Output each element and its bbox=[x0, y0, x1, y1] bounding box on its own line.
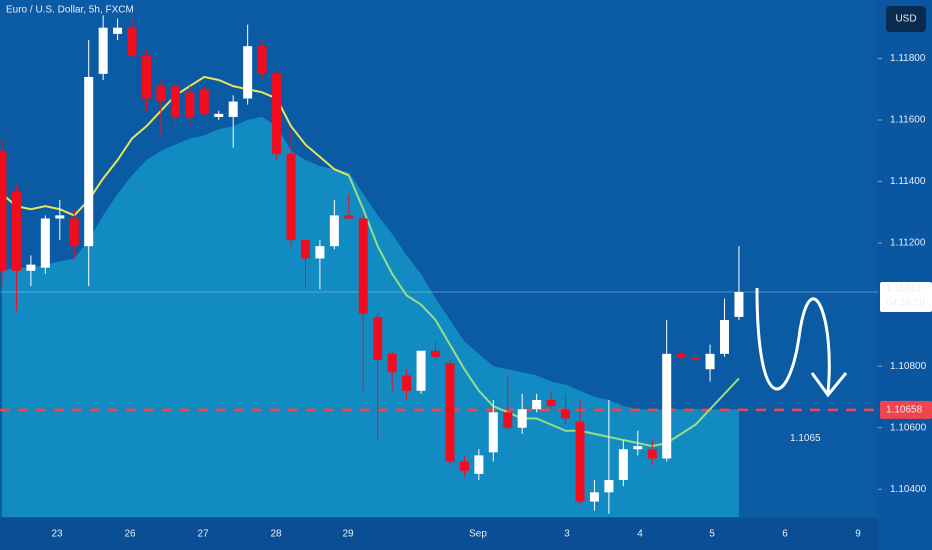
candle-body bbox=[604, 480, 614, 493]
x-tick-label: 5 bbox=[709, 529, 715, 540]
candle-body bbox=[98, 27, 108, 74]
candle-body bbox=[647, 449, 657, 459]
candle-body bbox=[329, 215, 339, 247]
candle-body bbox=[156, 86, 166, 102]
candle-body bbox=[503, 412, 513, 428]
level-label: 1.10658 bbox=[886, 404, 923, 415]
candle-body bbox=[300, 240, 310, 259]
x-tick-label: 28 bbox=[270, 529, 282, 540]
candle-body bbox=[11, 190, 21, 271]
y-tick-label: 1.11200 bbox=[890, 238, 926, 249]
y-tick-label: 1.11800 bbox=[890, 53, 926, 64]
x-tick-label: 23 bbox=[51, 529, 63, 540]
candle-body bbox=[344, 215, 354, 219]
plot-area bbox=[0, 15, 878, 517]
forecast-arrow bbox=[810, 372, 848, 398]
candle-body bbox=[416, 350, 426, 391]
candle-body bbox=[315, 246, 325, 259]
candle-body bbox=[532, 400, 542, 410]
time-axis bbox=[0, 518, 878, 550]
candle-body bbox=[214, 113, 224, 117]
last-price-label: 1.11041 bbox=[886, 284, 922, 295]
candle-body bbox=[84, 76, 94, 247]
candle-body bbox=[445, 363, 455, 462]
candle-body bbox=[575, 421, 585, 502]
level-tag bbox=[880, 400, 932, 419]
indicator-line bbox=[347, 174, 740, 448]
candle-body bbox=[257, 46, 267, 74]
candle-body bbox=[185, 92, 195, 117]
candle-body bbox=[705, 353, 715, 370]
candle-body bbox=[286, 153, 296, 240]
candle-body bbox=[69, 218, 79, 247]
candle-body bbox=[734, 292, 744, 317]
y-tick-label: 1.10600 bbox=[890, 422, 927, 433]
candle-body bbox=[662, 353, 672, 459]
y-tick-label: 1.11400 bbox=[890, 176, 926, 187]
x-tick-label: 26 bbox=[124, 529, 136, 540]
forecast-curve bbox=[755, 287, 831, 393]
candle-body bbox=[618, 449, 628, 480]
candle-body bbox=[243, 46, 253, 99]
candle-body bbox=[373, 316, 383, 360]
chart-title: Euro / U.S. Dollar, 5h, FXCM bbox=[6, 5, 134, 16]
candle-body bbox=[113, 27, 123, 34]
candle-body bbox=[561, 409, 571, 419]
candle-body bbox=[633, 446, 643, 450]
x-tick-label: 27 bbox=[197, 529, 209, 540]
candle-body bbox=[127, 27, 137, 56]
candle-body bbox=[488, 412, 498, 453]
annotation: 1.1065 bbox=[790, 433, 821, 444]
candle-body bbox=[55, 215, 65, 219]
candle-body bbox=[546, 400, 556, 407]
candle-body bbox=[26, 264, 36, 271]
x-tick-label: Sep bbox=[469, 529, 487, 540]
candle-body bbox=[228, 101, 238, 117]
candle-body bbox=[272, 73, 282, 154]
candle-body bbox=[170, 86, 180, 117]
band-area bbox=[2, 116, 739, 517]
y-tick-label: 1.10400 bbox=[890, 484, 927, 495]
x-tick-label: 6 bbox=[782, 529, 788, 540]
x-tick-label: 9 bbox=[855, 529, 861, 540]
countdown-label: 04:16:10 bbox=[886, 298, 925, 309]
candle-body bbox=[589, 492, 599, 502]
candle-body bbox=[402, 375, 412, 391]
candle-body bbox=[474, 455, 484, 474]
x-tick-label: 4 bbox=[637, 529, 643, 540]
candle-body bbox=[517, 409, 527, 428]
y-tick-label: 1.11600 bbox=[890, 115, 926, 126]
x-tick-label: 3 bbox=[564, 529, 570, 540]
candle-body bbox=[431, 350, 440, 357]
candle-body bbox=[142, 55, 151, 99]
x-tick-label: 29 bbox=[342, 529, 354, 540]
currency-button[interactable] bbox=[886, 6, 926, 32]
candle-body bbox=[676, 353, 686, 357]
candle-body bbox=[40, 218, 50, 268]
y-tick-label: 1.10800 bbox=[890, 361, 927, 372]
candle-body bbox=[199, 89, 209, 114]
candle-body bbox=[358, 218, 368, 314]
candle-body bbox=[0, 150, 7, 271]
candle-body bbox=[459, 461, 469, 471]
candle-body bbox=[387, 353, 397, 373]
candle-body bbox=[691, 356, 701, 360]
currency-label: USD bbox=[895, 14, 916, 25]
price-axis bbox=[878, 0, 932, 550]
candle-body bbox=[720, 320, 729, 354]
last-price-tag bbox=[880, 282, 932, 312]
